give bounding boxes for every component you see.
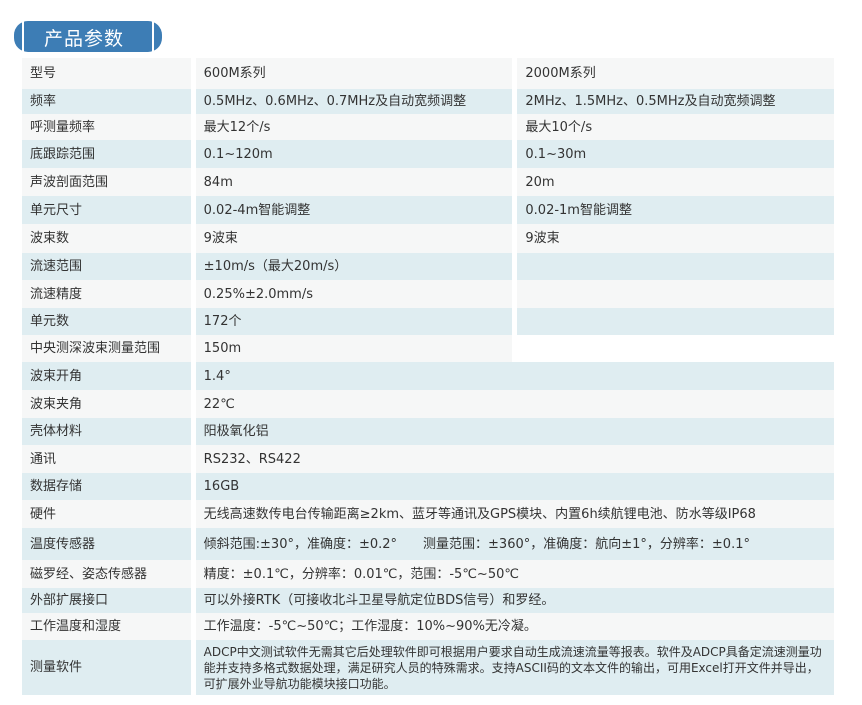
spec-value: 可以外接RTK（可接收北斗卫星导航定位BDS信号）和罗经。 (195, 588, 834, 613)
spec-label: 通讯 (22, 445, 191, 473)
table-row: 通讯 RS232、RS422 (22, 445, 834, 473)
table-row: 中央测深波束测量范围 150m (22, 335, 834, 362)
spec-value-600m: 0.25%±2.0mm/s (195, 280, 513, 308)
table-row: 壳体材料 阳极氧化铝 (22, 418, 834, 445)
spec-value-600m: 172个 (195, 308, 513, 335)
table-row: 工作温度和湿度 工作温度：-5℃~50℃；工作湿度：10%~90%无冷凝。 (22, 613, 834, 640)
spec-label: 流速范围 (22, 253, 191, 280)
table-row: 波束数 9波束 9波束 (22, 224, 834, 253)
table-row: 波束夹角 22℃ (22, 390, 834, 418)
section-title: 产品参数 (44, 28, 125, 50)
spec-label: 声波剖面范围 (22, 168, 191, 196)
spec-label: 磁罗经、姿态传感器 (22, 560, 191, 588)
spec-value: 1.4° (195, 362, 834, 390)
spec-label: 波束数 (22, 224, 191, 253)
spec-label: 单元尺寸 (22, 196, 191, 224)
spec-value-600m: 9波束 (195, 224, 513, 253)
spec-table: 型号 600M系列 2000M系列 频率 0.5MHz、0.6MHz、0.7MHz及自动… (17, 58, 839, 695)
spec-label: 数据存储 (22, 473, 191, 500)
spec-value: 无线高速数传电台传输距离≥2km、蓝牙等通讯及GPS模块、内置6h续航锂电池、防… (195, 500, 834, 528)
spec-value: 精度：±0.1℃，分辨率：0.01℃，范围：-5℃~50℃ (195, 560, 834, 588)
spec-value-600m: 0.02-4m智能调整 (195, 196, 513, 224)
table-row: 测量软件 ADCP中文测试软件无需其它后处理软件即可根据用户要求自动生成流速流量等… (22, 640, 834, 695)
spec-value-2000m (517, 335, 834, 362)
spec-label: 流速精度 (22, 280, 191, 308)
spec-label: 波束开角 (22, 362, 191, 390)
spec-label: 频率 (22, 89, 191, 114)
spec-value: RS232、RS422 (195, 445, 834, 473)
table-row: 磁罗经、姿态传感器 精度：±0.1℃，分辨率：0.01℃，范围：-5℃~50℃ (22, 560, 834, 588)
spec-label: 测量软件 (22, 640, 191, 695)
spec-label: 呼测量频率 (22, 114, 191, 140)
spec-value-2000m: 0.1~30m (517, 140, 834, 168)
spec-value: 16GB (195, 473, 834, 500)
table-row: 型号 600M系列 2000M系列 (22, 58, 834, 89)
spec-value: 工作温度：-5℃~50℃；工作湿度：10%~90%无冷凝。 (195, 613, 834, 640)
table-row: 底跟踪范围 0.1~120m 0.1~30m (22, 140, 834, 168)
spec-value-2000m: 最大10个/s (517, 114, 834, 140)
spec-label: 外部扩展接口 (22, 588, 191, 613)
table-row: 频率 0.5MHz、0.6MHz、0.7MHz及自动宽频调整 2MHz、1.5MHz… (22, 89, 834, 114)
spec-value-2000m: 2MHz、1.5MHz、0.5MHz及自动宽频调整 (517, 89, 834, 114)
spec-label: 温度传感器 (22, 528, 191, 560)
table-row: 波束开角 1.4° (22, 362, 834, 390)
table-row: 温度传感器 倾斜范围:±30°，准确度：±0.2° 测量范围：±360°，准确度：… (22, 528, 834, 560)
spec-label: 硬件 (22, 500, 191, 528)
table-row: 流速精度 0.25%±2.0mm/s (22, 280, 834, 308)
spec-value-2000m: 2000M系列 (517, 58, 834, 89)
spec-value: 阳极氧化铝 (195, 418, 834, 445)
spec-label: 底跟踪范围 (22, 140, 191, 168)
table-row: 硬件 无线高速数传电台传输距离≥2km、蓝牙等通讯及GPS模块、内置6h续航锂电池… (22, 500, 834, 528)
spec-label: 单元数 (22, 308, 191, 335)
spec-value-600m: 最大12个/s (195, 114, 513, 140)
table-row: 单元数 172个 (22, 308, 834, 335)
table-row: 数据存储 16GB (22, 473, 834, 500)
section-title-banner: 产品参数 (14, 21, 162, 52)
spec-value-2000m: 20m (517, 168, 834, 196)
spec-value-2000m: 9波束 (517, 224, 834, 253)
spec-value: 22℃ (195, 390, 834, 418)
table-row: 呼测量频率 最大12个/s 最大10个/s (22, 114, 834, 140)
table-row: 声波剖面范围 84m 20m (22, 168, 834, 196)
spec-label: 型号 (22, 58, 191, 89)
spec-value-2000m (517, 253, 834, 280)
spec-value-600m: ±10m/s（最大20m/s） (195, 253, 513, 280)
spec-value-600m: 0.5MHz、0.6MHz、0.7MHz及自动宽频调整 (195, 89, 513, 114)
spec-label: 壳体材料 (22, 418, 191, 445)
banner-divider (152, 21, 154, 52)
table-row: 单元尺寸 0.02-4m智能调整 0.02-1m智能调整 (22, 196, 834, 224)
spec-value-600m: 0.1~120m (195, 140, 513, 168)
spec-value-600m: 150m (195, 335, 513, 362)
banner-divider (22, 21, 24, 52)
spec-value-2000m: 0.02-1m智能调整 (517, 196, 834, 224)
spec-value: ADCP中文测试软件无需其它后处理软件即可根据用户要求自动生成流速流量等报表。软… (195, 640, 834, 695)
spec-value: 倾斜范围:±30°，准确度：±0.2° 测量范围：±360°，准确度：航向±1°… (195, 528, 834, 560)
spec-label: 中央测深波束测量范围 (22, 335, 191, 362)
table-row: 流速范围 ±10m/s（最大20m/s） (22, 253, 834, 280)
spec-value-2000m (517, 308, 834, 335)
spec-value-600m: 84m (195, 168, 513, 196)
spec-value-600m: 600M系列 (195, 58, 513, 89)
spec-value-2000m (517, 280, 834, 308)
spec-label: 波束夹角 (22, 390, 191, 418)
spec-label: 工作温度和湿度 (22, 613, 191, 640)
table-row: 外部扩展接口 可以外接RTK（可接收北斗卫星导航定位BDS信号）和罗经。 (22, 588, 834, 613)
